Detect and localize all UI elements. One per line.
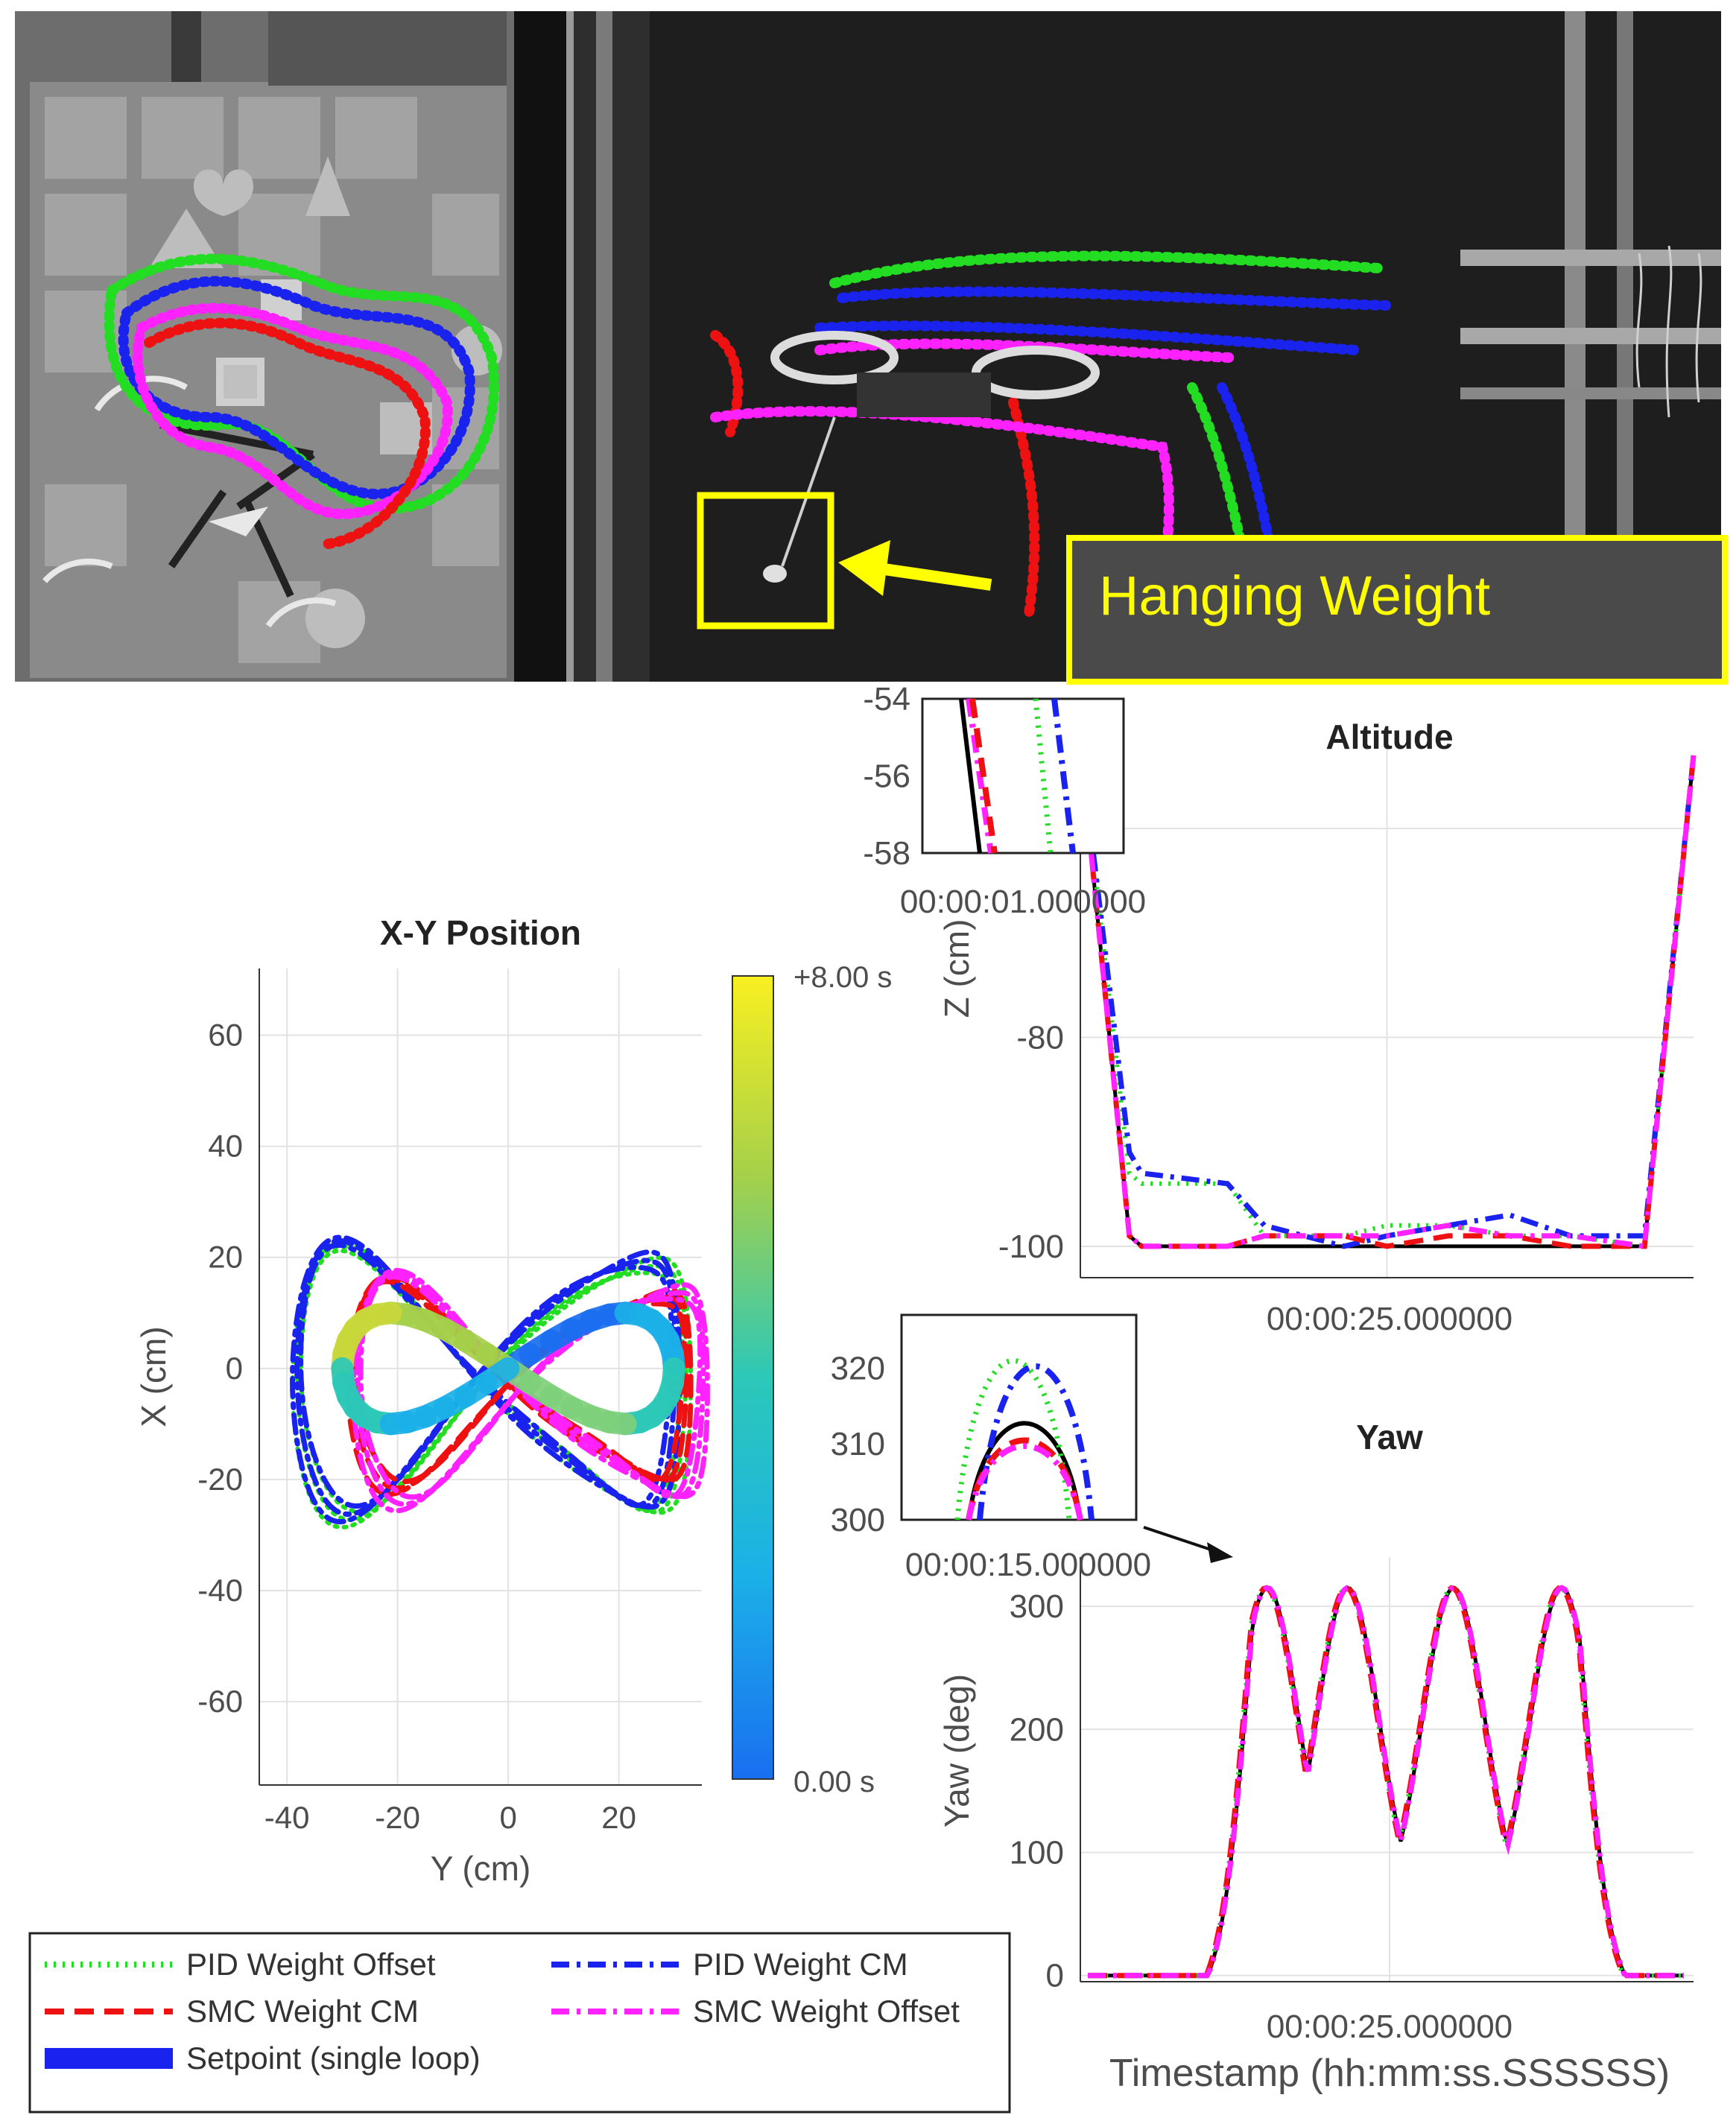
inset-series-line (966, 698, 994, 854)
y-tick-label: -100 (998, 1228, 1064, 1265)
y-tick-label: 300 (1010, 1588, 1064, 1625)
inset-series-line (969, 698, 998, 854)
x-tick-label: 00:00:25.000000 (1267, 2009, 1512, 2045)
arrow-icon (838, 540, 890, 596)
y-tick-label: 20 (208, 1240, 243, 1275)
inset-series-line (1051, 698, 1076, 854)
y-tick-label: 0 (226, 1351, 243, 1386)
yaw-chart: 300 200 100 0 Yaw 00:00:25.000000 Yaw (deg) 320… (831, 1313, 1694, 2045)
altitude-series-line (1077, 744, 1697, 1249)
legend-label: PID Weight Offset (186, 1947, 436, 1982)
inset-series-line (977, 1363, 1094, 1521)
inset-box (921, 697, 1125, 855)
y-tick-label: -20 (197, 1462, 243, 1497)
y-tick-label: 100 (1010, 1835, 1064, 1871)
y-tick-label: 0 (1046, 1958, 1064, 1994)
inset-y-tick-label: -56 (863, 758, 910, 795)
colorbar-bottom-label: 0.00 s (793, 1766, 875, 1798)
x-tick-label: 00:00:25.000000 (1267, 1301, 1512, 1337)
inset-y-tick-label: 310 (831, 1426, 885, 1462)
arrow-icon (1207, 1542, 1233, 1563)
colorbar: +8.00 s 0.00 s (732, 961, 892, 1798)
altitude-series-line (1077, 744, 1697, 1249)
x-tick-label: 0 (499, 1800, 516, 1835)
hanging-weight-box (697, 492, 834, 630)
chart-title: Altitude (1325, 717, 1453, 756)
legend-label: SMC Weight CM (186, 1994, 419, 2029)
x-tick-label: 20 (601, 1800, 636, 1835)
setpoint-segment (475, 1357, 520, 1395)
y-tick-label: 60 (208, 1017, 243, 1052)
inset-x-tick-label: 00:00:01.000000 (900, 884, 1146, 920)
y-axis-label: Yaw (deg) (937, 1674, 976, 1827)
inset-x-tick-label: 00:00:15.000000 (905, 1547, 1151, 1583)
inset-series-line (959, 698, 982, 854)
inset-y-tick-label: 320 (831, 1350, 885, 1386)
y-axis-label: X (cm) (134, 1326, 173, 1427)
y-tick-label: -80 (1016, 1020, 1064, 1056)
legend-label: Setpoint (single loop) (186, 2041, 481, 2076)
y-axis-label: Z (cm) (937, 919, 976, 1018)
inset-series-line (966, 1421, 1083, 1521)
hanging-weight-label: Hanging Weight (1099, 565, 1491, 627)
inset-box (900, 1313, 1138, 1521)
photo-side-view: Hanging Weight (514, 11, 1728, 685)
colorbar-top-label: +8.00 s (793, 961, 892, 994)
y-tick-label: -60 (197, 1684, 243, 1719)
x-axis-label: Y (cm) (431, 1849, 531, 1888)
inset-series-line (966, 1442, 1083, 1521)
legend-label: SMC Weight Offset (693, 1994, 960, 2029)
altitude-series-line (1078, 744, 1696, 1249)
inset-y-tick-label: -54 (863, 681, 910, 717)
photo-top-view (15, 11, 516, 682)
legend-label: PID Weight CM (693, 1947, 908, 1982)
yaw-series-line (1088, 1585, 1684, 1979)
inset-y-tick-label: 300 (831, 1502, 885, 1538)
y-tick-label: 40 (208, 1129, 243, 1164)
xy-position-chart: -40 -20 0 20 60 40 20 0 -20 -40 -60 X-Y Position Y (… (134, 913, 710, 1888)
x-tick-label: -40 (264, 1800, 310, 1835)
timestamp-axis-label: Timestamp (hh:mm:ss.SSSSSS) (1109, 2052, 1670, 2095)
legend-swatch (45, 2048, 173, 2069)
inset-y-tick-label: -58 (863, 835, 910, 872)
chart-title: X-Y Position (380, 913, 581, 952)
x-tick-label: -20 (375, 1800, 420, 1835)
legend: PID Weight Offset PID Weight CM SMC Weight… (28, 1932, 1011, 2114)
y-tick-label: 200 (1010, 1711, 1064, 1748)
y-tick-label: -40 (197, 1573, 243, 1608)
chart-title: Yaw (1356, 1418, 1423, 1456)
